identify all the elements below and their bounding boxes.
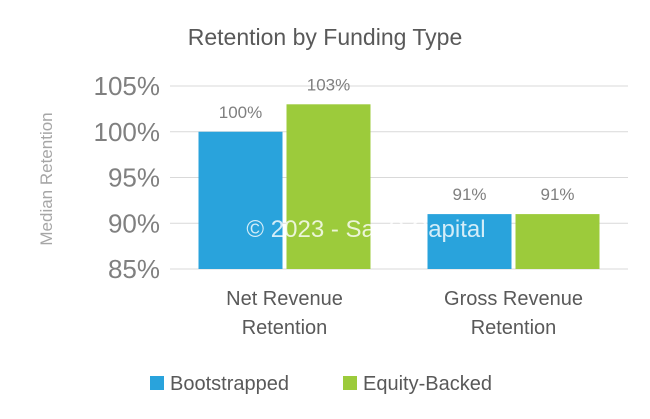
x-axis-ticks: Net Revenue Retention Gross Revenue Retenti… xyxy=(226,288,583,339)
x-tick-label: Net Revenue xyxy=(226,288,343,310)
y-tick-label: 90% xyxy=(108,208,160,238)
watermark: © 2023 - SaaS Capital xyxy=(246,216,485,243)
chart-title: Retention by Funding Type xyxy=(188,24,462,50)
legend-swatch xyxy=(150,376,164,390)
y-axis-label: Median Retention xyxy=(37,112,56,245)
x-tick-label: Retention xyxy=(242,317,328,339)
legend-label: Bootstrapped xyxy=(170,373,289,395)
legend: Bootstrapped Equity-Backed xyxy=(150,373,492,395)
y-tick-label: 95% xyxy=(108,163,160,193)
legend-label: Equity-Backed xyxy=(363,373,492,395)
data-label: 103% xyxy=(307,75,350,94)
bar-bootstrapped xyxy=(427,214,512,269)
y-tick-label: 85% xyxy=(108,254,160,284)
y-tick-label: 105% xyxy=(94,71,161,101)
bars xyxy=(198,104,600,269)
x-tick-label: Retention xyxy=(471,317,557,339)
legend-swatch xyxy=(343,376,357,390)
x-tick-label: Gross Revenue xyxy=(444,288,583,310)
bar-equity-backed xyxy=(286,104,371,269)
data-label: 91% xyxy=(540,185,574,204)
y-tick-label: 100% xyxy=(94,117,161,147)
bar-bootstrapped xyxy=(198,131,283,269)
data-label: 100% xyxy=(219,103,262,122)
y-axis-ticks: 85% 90% 95% 100% 105% xyxy=(94,71,161,284)
data-label: 91% xyxy=(452,185,486,204)
data-labels: 100% 103% 91% 91% xyxy=(219,75,575,204)
bar-equity-backed xyxy=(515,214,600,269)
